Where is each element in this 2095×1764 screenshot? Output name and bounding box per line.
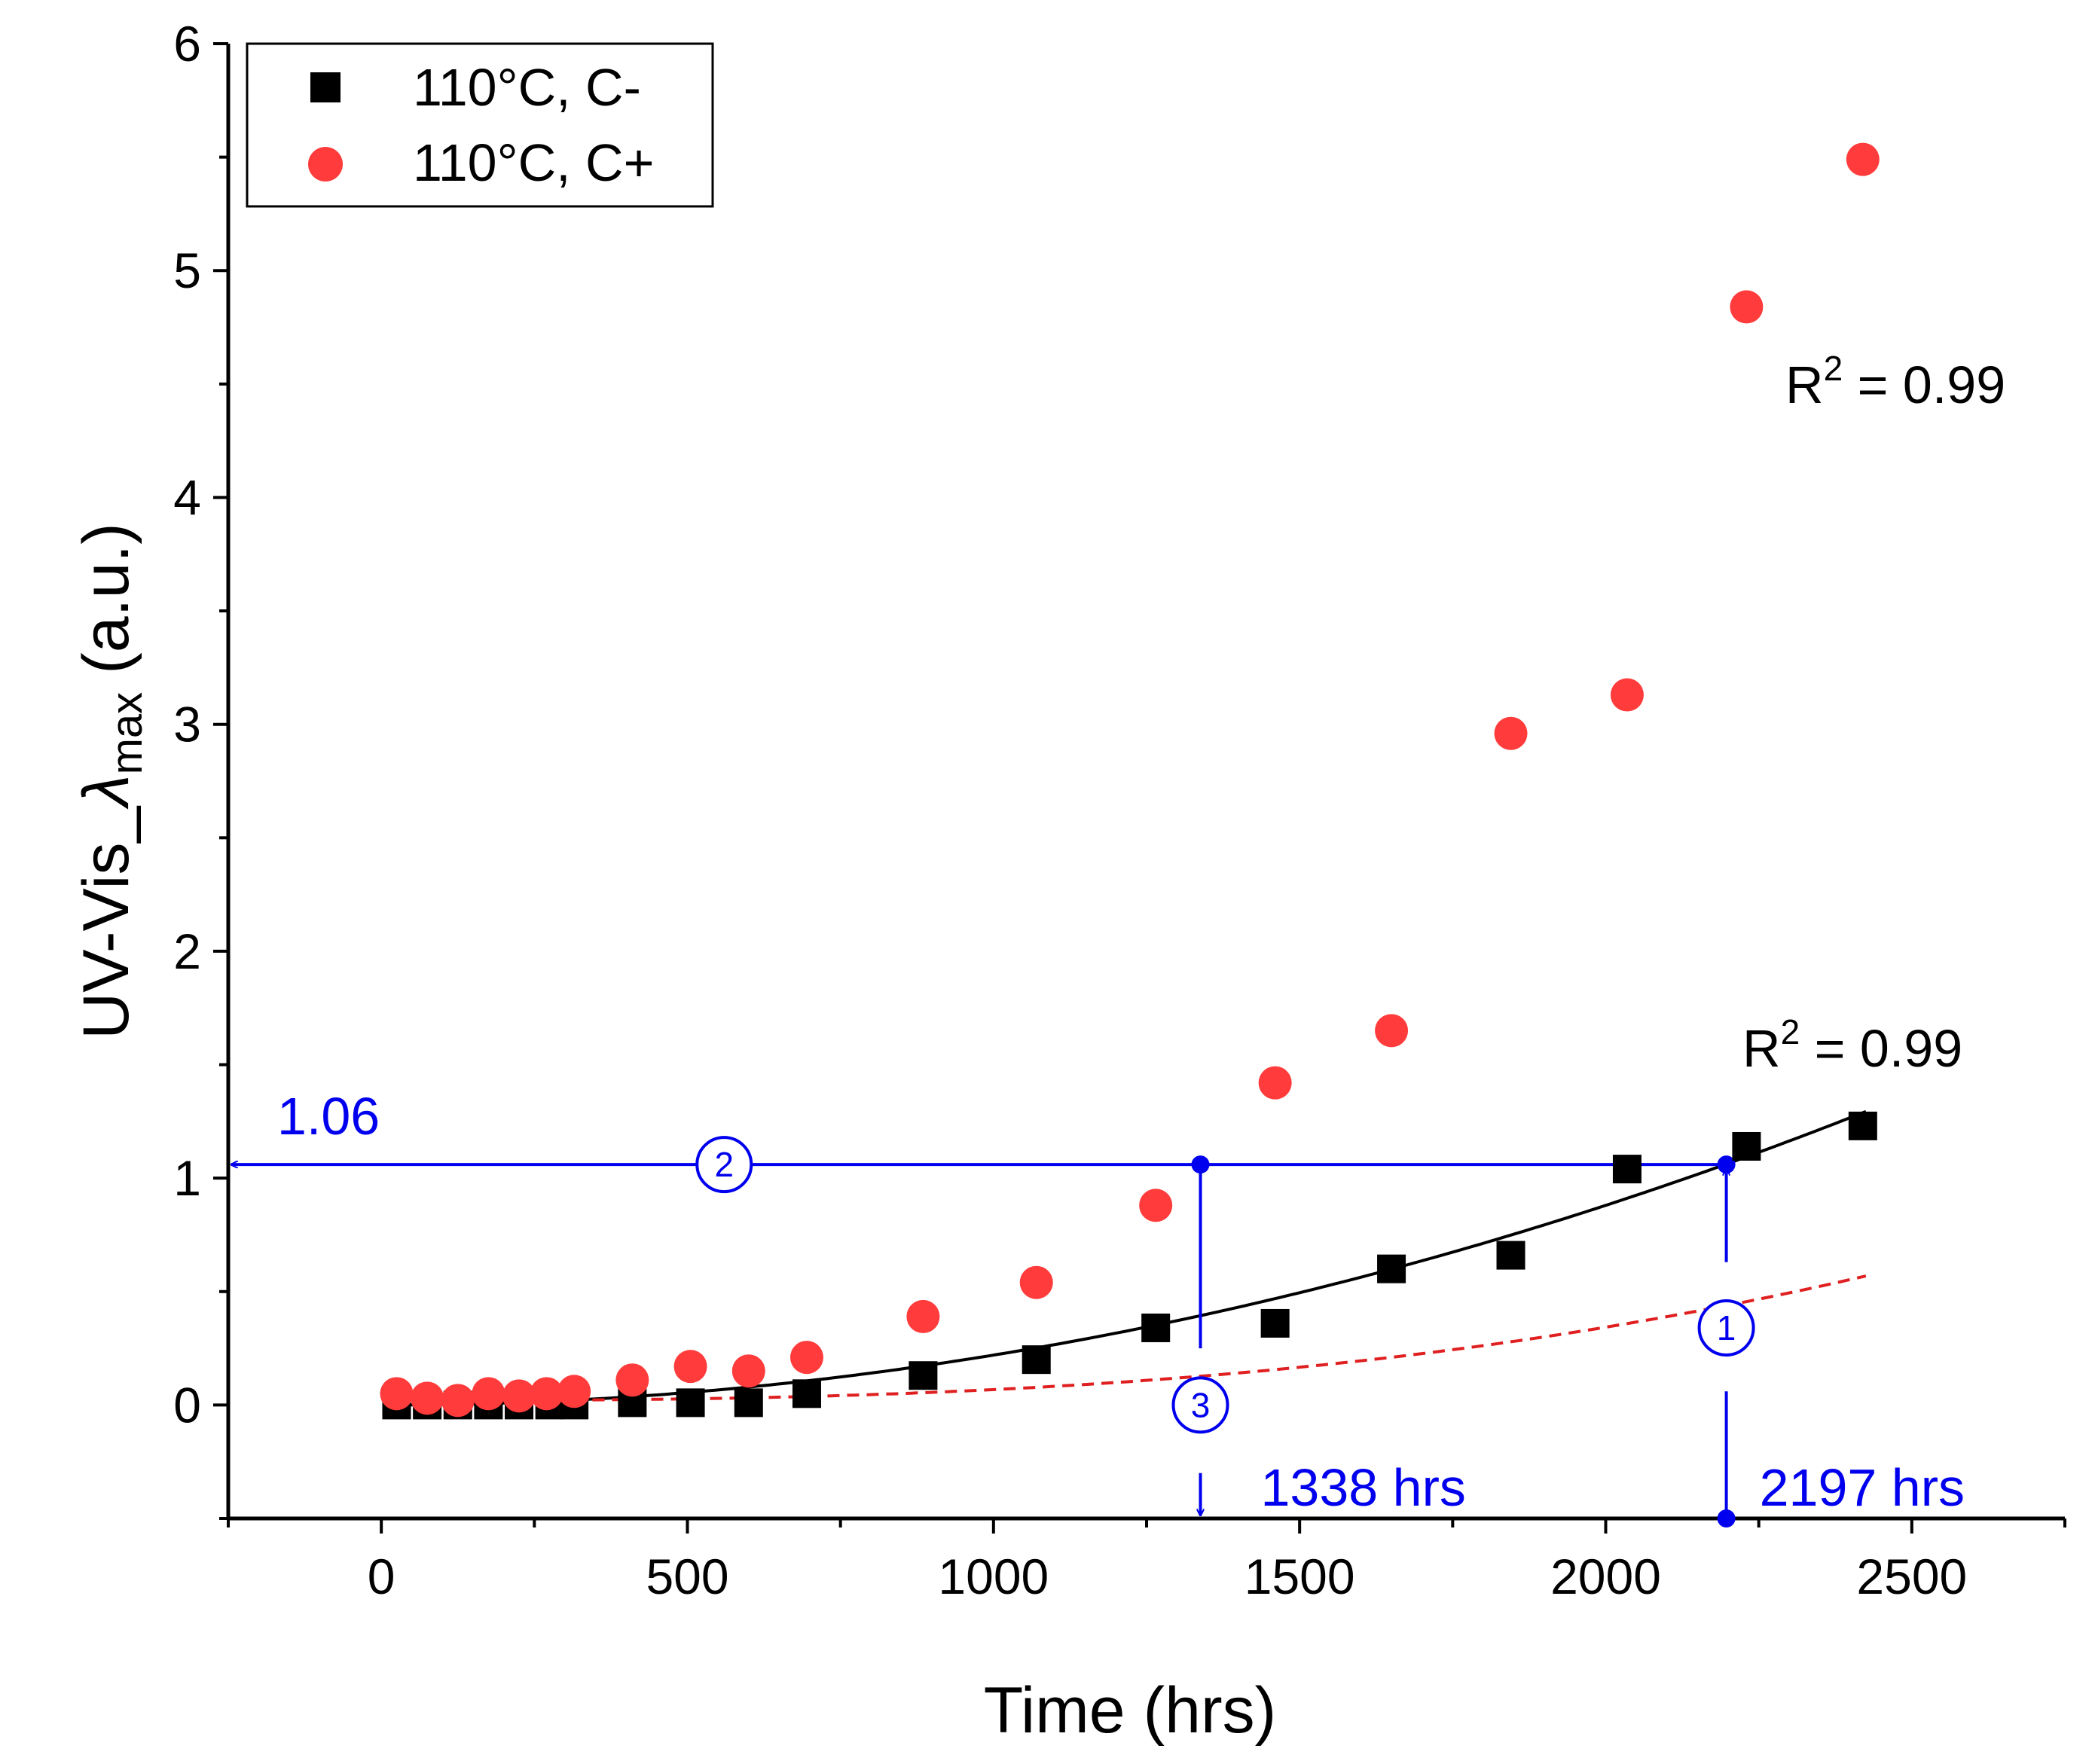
data-point-c-minus xyxy=(1377,1254,1406,1283)
fit-curve-c-minus xyxy=(396,1109,1867,1407)
r2-c-plus-value: = 0.99 xyxy=(1843,356,2005,414)
data-point-c-plus xyxy=(906,1299,940,1333)
data-point-c-plus xyxy=(673,1350,707,1384)
x-tick-label: 500 xyxy=(646,1549,728,1604)
x-ticks: 0 500 1000 1500 2000 2500 xyxy=(227,1518,2066,1604)
series-c-plus-points xyxy=(380,142,1880,1418)
annotations: 2 3 1 1.06 1338 hrs 2197 hrs xyxy=(231,1087,1965,1527)
data-point-c-plus xyxy=(615,1363,649,1397)
annotation-dot-c-plus xyxy=(1191,1155,1210,1174)
data-point-c-plus xyxy=(1730,290,1764,324)
data-point-c-plus xyxy=(1019,1265,1053,1299)
x-tick-label: 1000 xyxy=(938,1549,1049,1604)
data-point-c-plus xyxy=(1258,1066,1292,1100)
data-point-c-minus xyxy=(734,1388,763,1418)
y-tick-label: 2 xyxy=(173,923,201,979)
data-point-c-minus xyxy=(1260,1308,1290,1338)
r2-label-c-plus: R2 = 0.99 xyxy=(1785,349,2005,414)
r2-c-plus-exp: 2 xyxy=(1824,349,1843,388)
data-point-c-plus xyxy=(411,1381,444,1415)
data-point-c-minus xyxy=(676,1388,705,1418)
y-axis-title-symbol: λ xyxy=(70,774,142,809)
y-tick-label: 6 xyxy=(173,16,201,72)
annotation-dot-c-minus xyxy=(1717,1155,1736,1174)
step-2-marker: 2 xyxy=(695,1136,753,1194)
y-tick-label: 3 xyxy=(173,697,201,752)
legend-marker-c-minus xyxy=(310,72,341,102)
step-1-label: 1 xyxy=(1717,1308,1736,1347)
x-axis-title: Time (hrs) xyxy=(984,1674,1277,1747)
step-3-label: 3 xyxy=(1191,1385,1211,1424)
data-point-c-plus xyxy=(1375,1014,1409,1048)
data-point-c-minus xyxy=(1732,1131,1761,1161)
data-point-c-minus xyxy=(1496,1241,1525,1270)
x-tick-label: 2000 xyxy=(1550,1549,1661,1604)
y-axis-title-unit: (a.u.) xyxy=(70,523,142,692)
data-point-c-minus xyxy=(1848,1111,1877,1140)
r2-c-minus-r: R xyxy=(1742,1019,1781,1078)
y-axis-title: UV-Vis_λmax (a.u.) xyxy=(70,523,151,1039)
y-tick-label: 4 xyxy=(173,469,201,525)
data-point-c-plus xyxy=(1139,1189,1173,1222)
data-point-c-plus xyxy=(380,1377,414,1411)
series-c-minus-points xyxy=(382,1111,1877,1420)
step-3-marker: 3 xyxy=(1171,1376,1229,1434)
data-point-c-minus xyxy=(909,1361,938,1390)
annotation-time-c-plus-label: 1338 hrs xyxy=(1261,1458,1466,1517)
axes xyxy=(226,44,2065,1521)
data-point-c-plus xyxy=(789,1341,823,1375)
y-ticks: 0 1 2 3 4 5 6 xyxy=(173,16,228,1520)
data-point-c-plus xyxy=(1610,678,1644,712)
annotation-time-c-minus-label: 2197 hrs xyxy=(1760,1458,1965,1517)
legend-label-c-plus: 110°C, C+ xyxy=(413,133,654,192)
annotation-dot-axis xyxy=(1717,1509,1736,1527)
data-point-c-plus xyxy=(1846,142,1880,176)
data-point-c-plus xyxy=(441,1384,475,1418)
step-3-circle xyxy=(1171,1376,1229,1434)
data-point-c-minus xyxy=(792,1379,821,1408)
x-tick-label: 2500 xyxy=(1856,1549,1967,1604)
r2-c-minus-value: = 0.99 xyxy=(1800,1019,1962,1078)
data-point-c-plus xyxy=(731,1354,765,1388)
x-tick-label: 0 xyxy=(368,1549,395,1604)
data-point-c-plus xyxy=(502,1379,536,1413)
r2-label-c-minus: R2 = 0.99 xyxy=(1742,1012,1962,1078)
r2-c-minus-exp: 2 xyxy=(1781,1012,1800,1051)
step-1-circle xyxy=(1697,1299,1755,1357)
legend-marker-c-plus xyxy=(308,147,343,182)
data-point-c-plus xyxy=(1494,716,1528,750)
legend-label-c-minus: 110°C, C- xyxy=(413,58,641,117)
data-point-c-minus xyxy=(1612,1155,1641,1184)
r2-c-plus-r: R xyxy=(1785,356,1824,414)
x-tick-label: 1500 xyxy=(1244,1549,1355,1604)
data-point-c-plus xyxy=(557,1375,591,1408)
y-axis-title-sub: max xyxy=(102,692,151,775)
step-2-label: 2 xyxy=(714,1145,734,1184)
data-point-c-minus xyxy=(1141,1313,1171,1342)
data-point-c-plus xyxy=(530,1377,563,1411)
step-1-marker: 1 xyxy=(1697,1299,1755,1357)
y-tick-label: 5 xyxy=(173,243,201,298)
data-point-c-minus xyxy=(1022,1345,1051,1375)
y-tick-label: 1 xyxy=(173,1150,201,1206)
legend: 110°C, C- 110°C, C+ xyxy=(246,42,714,208)
step-2-circle xyxy=(695,1136,753,1194)
data-point-c-plus xyxy=(472,1377,505,1411)
annotation-y-value-label: 1.06 xyxy=(277,1087,380,1146)
y-axis-title-main: UV-Vis_ xyxy=(70,806,142,1039)
y-tick-label: 0 xyxy=(173,1377,201,1433)
